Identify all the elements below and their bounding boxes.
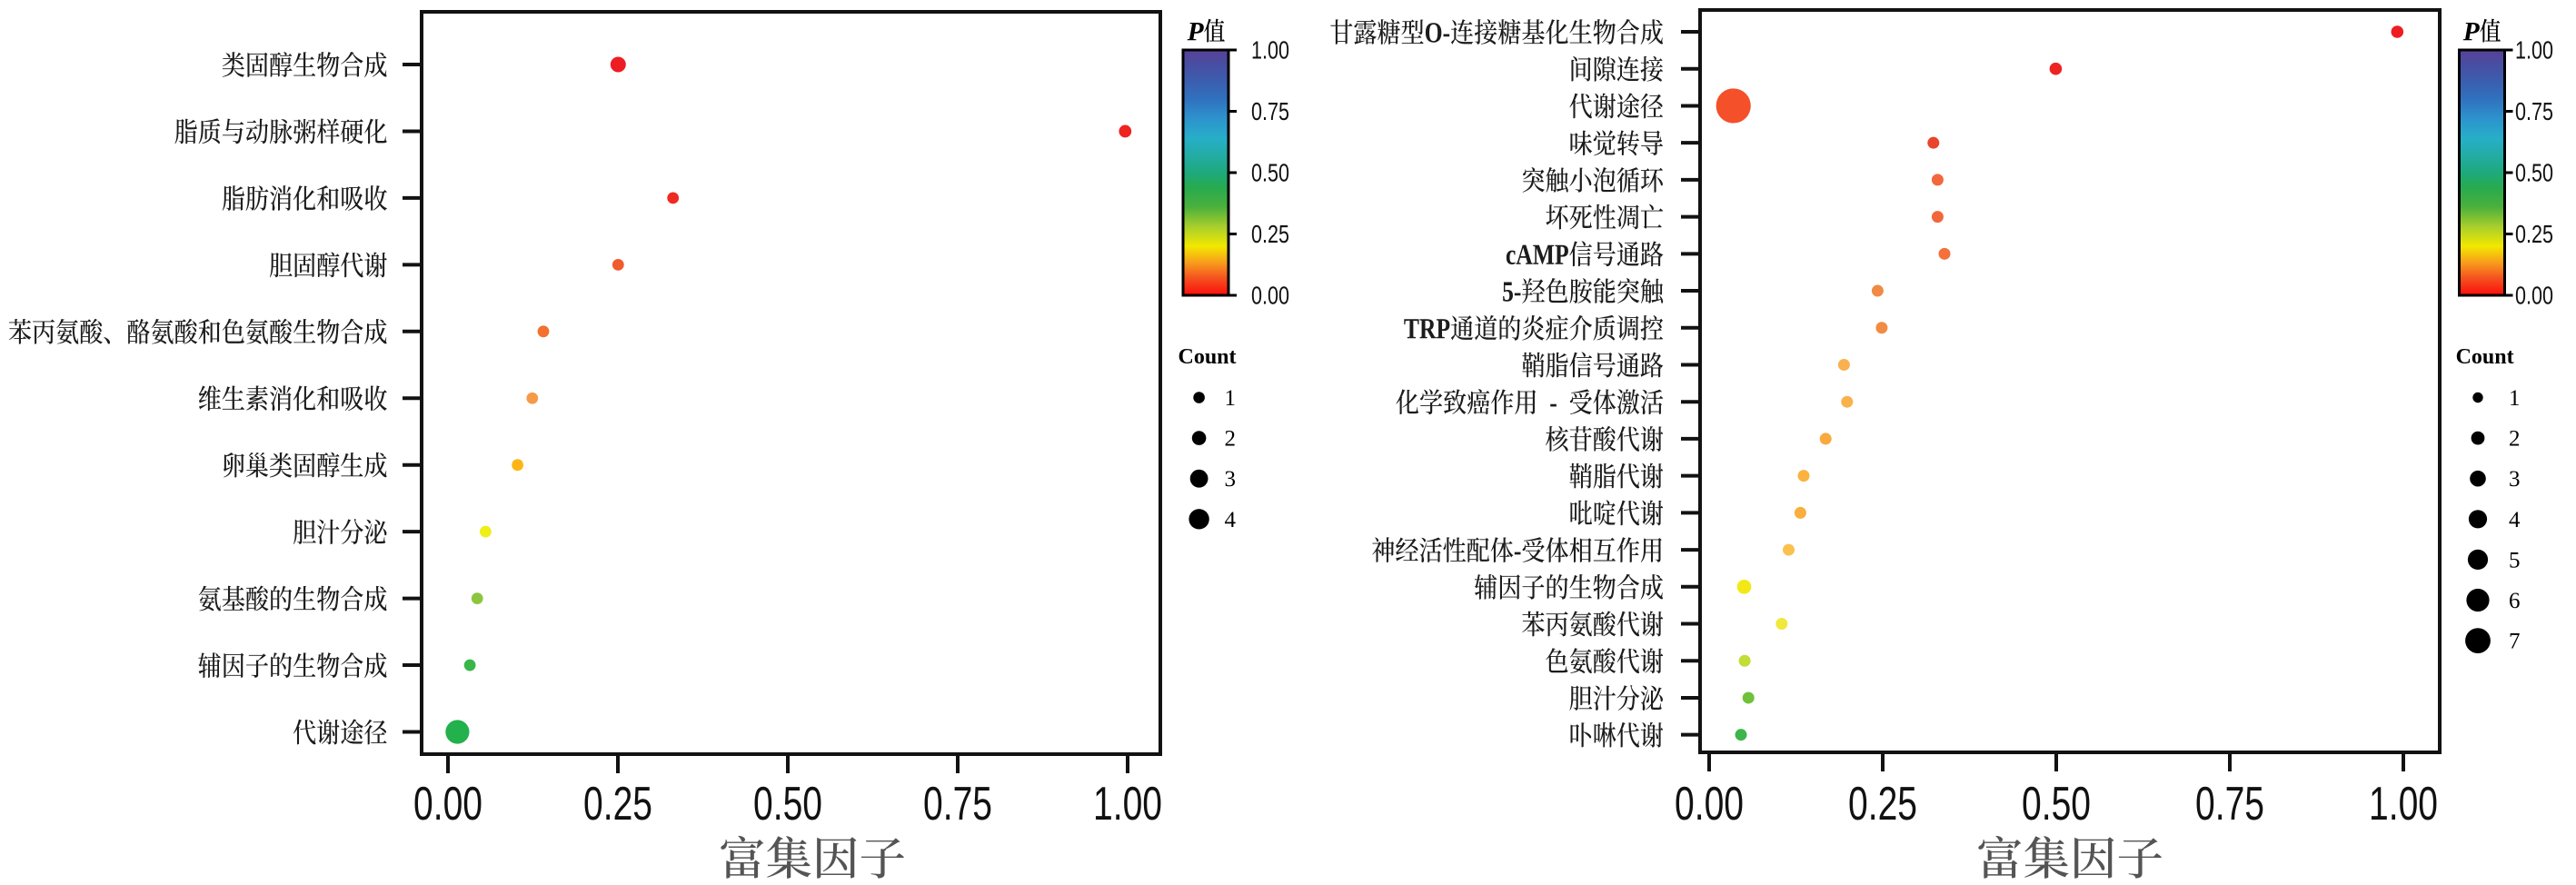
svg-text:0.50: 0.50 (2515, 159, 2553, 187)
svg-text:2: 2 (2509, 427, 2521, 452)
svg-text:0.25: 0.25 (583, 777, 652, 830)
svg-text:6: 6 (2509, 589, 2521, 613)
svg-text:0.00: 0.00 (2515, 282, 2553, 310)
svg-text:1.00: 1.00 (2369, 777, 2438, 830)
svg-text:1: 1 (2509, 386, 2521, 411)
svg-text:0.00: 0.00 (413, 777, 482, 830)
svg-text:4: 4 (2509, 508, 2521, 532)
svg-text:1.00: 1.00 (1251, 36, 1289, 65)
svg-text:0.25: 0.25 (2515, 220, 2553, 248)
svg-text:0.75: 0.75 (2515, 97, 2553, 125)
svg-text:5: 5 (2509, 548, 2521, 572)
svg-text:4: 4 (1225, 508, 1237, 532)
svg-text:0.50: 0.50 (2022, 777, 2091, 830)
svg-text:3: 3 (1225, 467, 1237, 492)
svg-text:1.00: 1.00 (1093, 777, 1162, 830)
svg-text:2: 2 (1225, 427, 1237, 452)
svg-text:0.00: 0.00 (1251, 282, 1289, 310)
svg-text:0.25: 0.25 (1848, 777, 1917, 830)
svg-text:1.00: 1.00 (2515, 36, 2553, 65)
svg-text:0.25: 0.25 (1251, 220, 1289, 248)
svg-text:0.50: 0.50 (1251, 159, 1289, 187)
svg-text:Count: Count (1179, 345, 1237, 369)
svg-text:0.00: 0.00 (1675, 777, 1744, 830)
svg-text:0.75: 0.75 (2195, 777, 2264, 830)
svg-text:1: 1 (1225, 386, 1237, 411)
svg-text:Count: Count (2456, 345, 2514, 369)
svg-text:0.75: 0.75 (923, 777, 992, 830)
svg-text:7: 7 (2509, 630, 2521, 654)
svg-text:3: 3 (2509, 467, 2521, 492)
svg-text:0.50: 0.50 (753, 777, 822, 830)
svg-text:0.75: 0.75 (1251, 97, 1289, 125)
